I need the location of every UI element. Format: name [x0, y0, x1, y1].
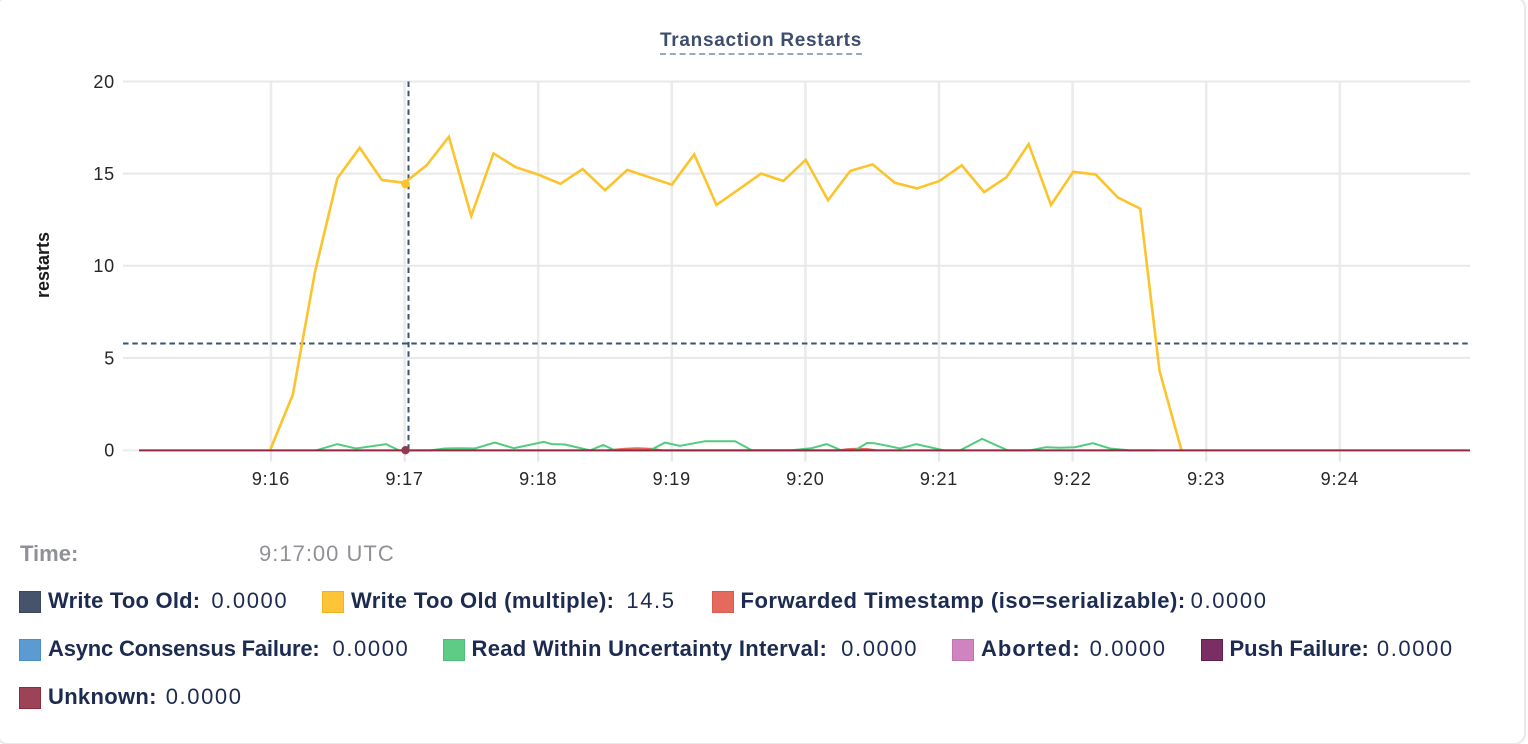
svg-text:15: 15	[93, 164, 115, 184]
svg-text:9:19: 9:19	[653, 469, 691, 489]
svg-text:9:18: 9:18	[519, 469, 557, 489]
svg-text:9:20: 9:20	[786, 469, 824, 489]
svg-text:5: 5	[104, 348, 115, 368]
svg-text:9:23: 9:23	[1187, 469, 1225, 489]
svg-text:9:22: 9:22	[1053, 469, 1091, 489]
svg-text:0: 0	[104, 441, 115, 461]
svg-text:9:21: 9:21	[920, 469, 958, 489]
svg-text:20: 20	[93, 72, 115, 92]
svg-text:10: 10	[93, 256, 115, 276]
svg-text:restarts: restarts	[33, 232, 53, 298]
svg-text:9:16: 9:16	[252, 469, 290, 489]
svg-text:9:24: 9:24	[1321, 469, 1359, 489]
svg-text:9:17: 9:17	[385, 469, 423, 489]
